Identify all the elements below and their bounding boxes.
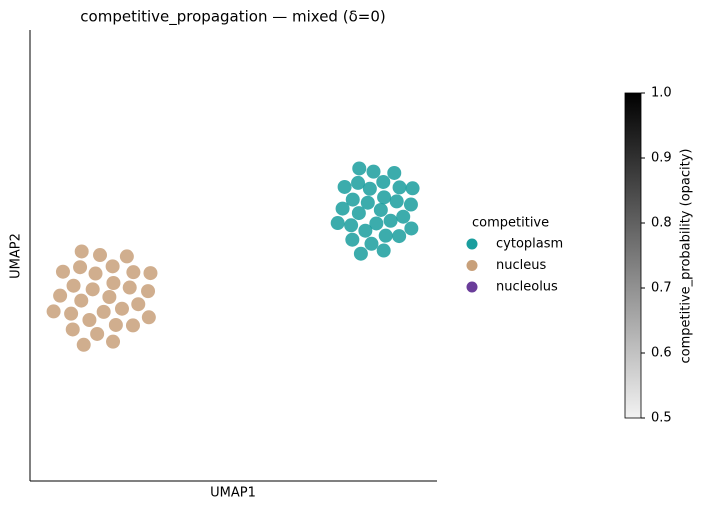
point [364, 236, 379, 251]
point [76, 337, 91, 352]
chart-title: competitive_propagation — mixed (δ=0) [80, 8, 385, 27]
legend-label: nucleus [496, 258, 546, 273]
point [74, 293, 89, 308]
point [392, 180, 407, 195]
point [358, 223, 373, 238]
point [106, 334, 121, 349]
point [351, 206, 366, 221]
point [105, 259, 120, 274]
point [351, 175, 366, 190]
point [377, 190, 392, 205]
point [102, 289, 117, 304]
point [85, 282, 100, 297]
point [53, 288, 68, 303]
point [93, 248, 108, 263]
point [90, 326, 105, 341]
point [366, 164, 381, 179]
point [345, 192, 360, 207]
legend-title: competitive [472, 216, 549, 231]
point [353, 246, 368, 261]
legend-marker [466, 260, 478, 271]
point [344, 218, 359, 233]
point [369, 216, 384, 231]
point [352, 161, 367, 176]
legend-marker [466, 238, 478, 250]
point [96, 304, 111, 319]
point [330, 216, 345, 231]
point [88, 266, 103, 281]
point [337, 179, 352, 194]
point [378, 228, 393, 243]
point [373, 202, 388, 217]
point [126, 265, 141, 280]
point [345, 232, 360, 247]
point [405, 181, 420, 196]
point [362, 181, 377, 196]
point [376, 243, 391, 258]
point [55, 264, 70, 279]
point [74, 244, 89, 259]
point [404, 221, 419, 236]
point [114, 301, 129, 316]
point [46, 304, 61, 319]
point [65, 322, 80, 337]
legend-label: cytoplasm [496, 237, 563, 252]
colorbar-tick-label: 0.7 [651, 281, 672, 296]
colorbar-tick-label: 0.6 [651, 346, 672, 361]
colorbar-tick-label: 1.0 [651, 86, 672, 101]
legend-label: nucleolus [496, 280, 558, 295]
point [131, 297, 146, 312]
point [122, 280, 137, 295]
point [106, 276, 121, 291]
colorbar-tick-label: 0.8 [651, 216, 672, 231]
point [143, 266, 158, 281]
point [141, 284, 156, 299]
point [389, 194, 404, 209]
point [66, 278, 81, 293]
point [82, 312, 97, 327]
colorbar [624, 92, 642, 419]
point [360, 195, 375, 210]
y-axis-label: UMAP2 [9, 233, 24, 279]
point [396, 209, 411, 224]
point [64, 306, 79, 321]
point [108, 317, 123, 332]
point [383, 213, 398, 228]
point [119, 249, 134, 264]
colorbar-label: competitive_probability (opacity) [679, 149, 694, 364]
colorbar-tick-label: 0.5 [651, 411, 672, 426]
point [403, 197, 418, 212]
x-axis-label: UMAP1 [210, 486, 256, 501]
point [125, 318, 140, 333]
point [141, 310, 156, 325]
point [73, 260, 88, 275]
legend-marker [466, 281, 478, 293]
point [392, 229, 407, 244]
colorbar-tick-label: 0.9 [651, 151, 672, 166]
point [387, 165, 402, 180]
point [376, 174, 391, 189]
point [335, 201, 350, 216]
